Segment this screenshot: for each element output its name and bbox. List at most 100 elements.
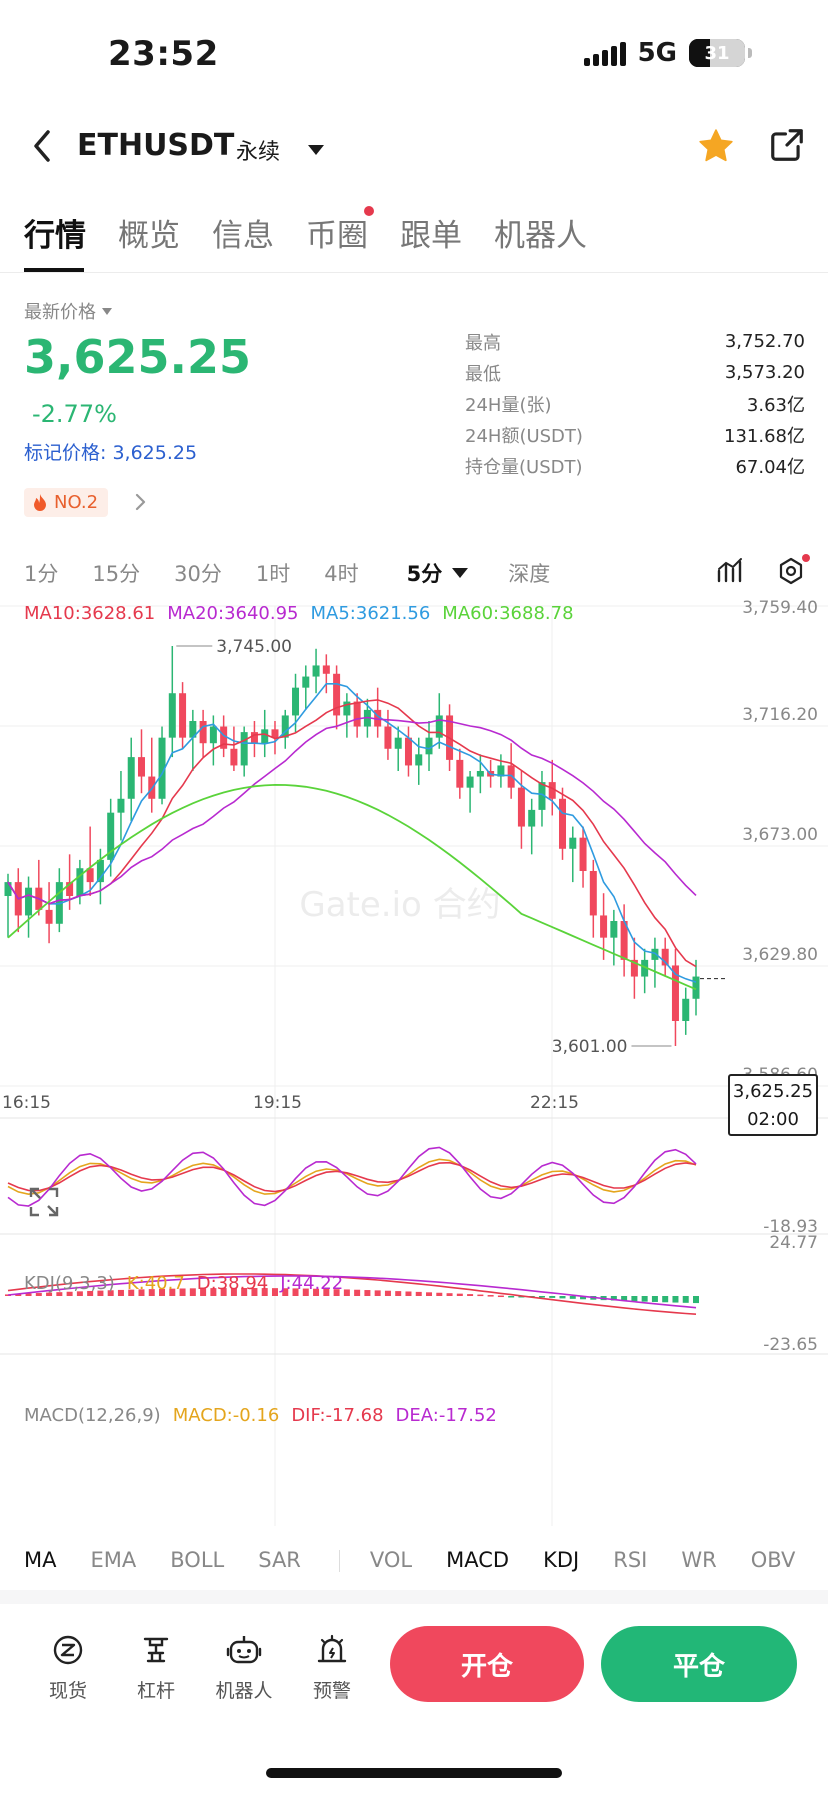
candle-body xyxy=(538,782,546,810)
macd-histogram-bar xyxy=(271,1288,278,1296)
price-tag-value: 3,625.25 xyxy=(732,1081,814,1102)
market-stats: 最高 3,752.70 最低 3,573.20 24H量(张) 3.63亿 24H额(… xyxy=(465,326,805,481)
candle-body xyxy=(353,701,361,727)
tab-info[interactable]: 信息 xyxy=(212,218,274,254)
latest-price-label: 最新价格 xyxy=(24,302,96,323)
tab-copy-trading[interactable]: 跟单 xyxy=(400,218,462,254)
ma-legend: MA10:3628.61 MA20:3640.95 MA5:3621.56 MA… xyxy=(24,603,574,624)
tab-bots[interactable]: 机器人 xyxy=(494,218,587,254)
leverage-icon xyxy=(114,1630,198,1670)
macd-histogram-bar xyxy=(313,1288,320,1296)
flame-icon xyxy=(34,493,46,511)
candle-body xyxy=(620,921,628,960)
macd-histogram-bar xyxy=(580,1296,587,1300)
macd-histogram-bar xyxy=(497,1295,504,1298)
indicator-boll[interactable]: BOLL xyxy=(170,1548,225,1572)
macd-histogram-bar xyxy=(128,1289,135,1296)
indicator-wr[interactable]: WR xyxy=(681,1548,717,1572)
kline-chart[interactable]: 3,759.403,716.203,673.003,629.803,586.60… xyxy=(0,596,828,1536)
macd-histogram-bar xyxy=(200,1288,207,1296)
candle-body xyxy=(630,959,638,977)
tab-market[interactable]: 行情 xyxy=(24,218,86,254)
macd-value: MACD:-0.16 xyxy=(172,1405,280,1426)
candle-body xyxy=(476,771,484,777)
indicator-kdj[interactable]: KDJ xyxy=(543,1548,580,1572)
timeframe-bar: 1分 15分 30分 1时 4时 5分 深度 xyxy=(24,558,584,588)
star-icon[interactable] xyxy=(696,126,736,170)
indicator-chart-icon[interactable] xyxy=(716,557,746,589)
indicator-vol[interactable]: VOL xyxy=(369,1548,413,1572)
open-position-button[interactable]: 开仓 xyxy=(390,1626,584,1702)
stat-high: 最高 3,752.70 xyxy=(465,331,805,354)
macd-axis-label: 24.77 xyxy=(769,1233,818,1253)
hot-rank-badge[interactable]: NO.2 xyxy=(24,488,109,517)
symbol-title[interactable]: ETHUSDT xyxy=(77,128,235,163)
stat-low: 最低 3,573.20 xyxy=(465,362,805,385)
timeframe-15m[interactable]: 15分 xyxy=(92,562,141,586)
macd-histogram-bar xyxy=(138,1289,145,1296)
macd-histogram-bar xyxy=(25,1293,32,1296)
y-axis-label: 3,629.80 xyxy=(742,945,818,965)
candle-body xyxy=(333,673,341,716)
timeframe-1m[interactable]: 1分 xyxy=(24,562,59,586)
candle-body xyxy=(240,732,248,766)
candle-body xyxy=(199,721,207,744)
contract-type-selector[interactable]: 永续 xyxy=(236,134,325,166)
timeframe-4h[interactable]: 4时 xyxy=(324,562,359,586)
macd-histogram-bar xyxy=(46,1292,53,1296)
indicator-ema[interactable]: EMA xyxy=(90,1548,137,1572)
kdj-d-line xyxy=(7,1161,697,1193)
back-icon[interactable] xyxy=(28,128,60,168)
price-change: -2.77% xyxy=(32,400,117,428)
indicator-macd[interactable]: MACD xyxy=(446,1548,510,1572)
macd-histogram-bar xyxy=(374,1290,381,1296)
macd-histogram-bar xyxy=(518,1296,525,1298)
x-axis-label: 22:15 xyxy=(530,1093,579,1113)
latest-price-selector[interactable]: 最新价格 xyxy=(24,298,112,324)
macd-histogram-bar xyxy=(282,1288,289,1296)
nav-robot[interactable]: 机器人 xyxy=(202,1630,286,1703)
macd-histogram-bar xyxy=(477,1294,484,1297)
chart-tools xyxy=(716,554,810,590)
timeframe-1h[interactable]: 1时 xyxy=(255,562,291,586)
timeframe-30m[interactable]: 30分 xyxy=(174,562,222,586)
ma60-value: MA60:3688.78 xyxy=(442,603,574,624)
indicator-ma[interactable]: MA xyxy=(24,1548,57,1572)
chevron-right-icon[interactable] xyxy=(134,492,148,518)
chevron-down-icon xyxy=(308,145,325,155)
tab-overview[interactable]: 概览 xyxy=(118,218,180,254)
fullscreen-icon[interactable] xyxy=(28,1186,60,1222)
nav-alert[interactable]: 预警 xyxy=(290,1630,374,1703)
chart-settings-icon[interactable] xyxy=(776,554,810,590)
indicator-sar[interactable]: SAR xyxy=(258,1548,301,1572)
divider xyxy=(0,1590,828,1604)
candle-body xyxy=(415,754,423,766)
macd-histogram-bar xyxy=(251,1288,258,1296)
indicator-obv[interactable]: OBV xyxy=(750,1548,796,1572)
ma20-line xyxy=(7,716,697,905)
kdj-k: K:40.7 xyxy=(126,1273,185,1294)
ma5-line xyxy=(7,683,697,983)
indicator-rsi[interactable]: RSI xyxy=(613,1548,648,1572)
macd-dea: DEA:-17.52 xyxy=(395,1405,497,1426)
kdj-name: KDJ(9,3,3) xyxy=(24,1273,115,1294)
tab-community[interactable]: 币圈 xyxy=(306,206,374,255)
candle-body xyxy=(261,729,269,744)
close-position-button[interactable]: 平仓 xyxy=(601,1626,797,1702)
macd-histogram-bar xyxy=(169,1288,176,1296)
candle-body xyxy=(168,693,176,738)
nav-spot[interactable]: 现货 xyxy=(26,1630,110,1703)
kdj-d: D:38.94 xyxy=(196,1273,269,1294)
kdj-legend: KDJ(9,3,3) K:40.7 D:38.94 J:44.22 xyxy=(24,1273,343,1294)
macd-histogram-bar xyxy=(56,1292,63,1296)
nav-leverage[interactable]: 杠杆 xyxy=(114,1630,198,1703)
timeframe-active-selector[interactable]: 5分 xyxy=(407,558,469,588)
price-tag-countdown: 02:00 xyxy=(747,1109,799,1130)
depth-tab[interactable]: 深度 xyxy=(508,562,551,586)
macd-histogram-bar xyxy=(662,1296,669,1303)
share-icon[interactable] xyxy=(768,126,806,168)
battery-level: 31 xyxy=(704,42,730,64)
candle-body xyxy=(281,715,289,738)
macd-histogram-bar xyxy=(5,1294,11,1296)
contract-type-label: 永续 xyxy=(236,140,281,165)
